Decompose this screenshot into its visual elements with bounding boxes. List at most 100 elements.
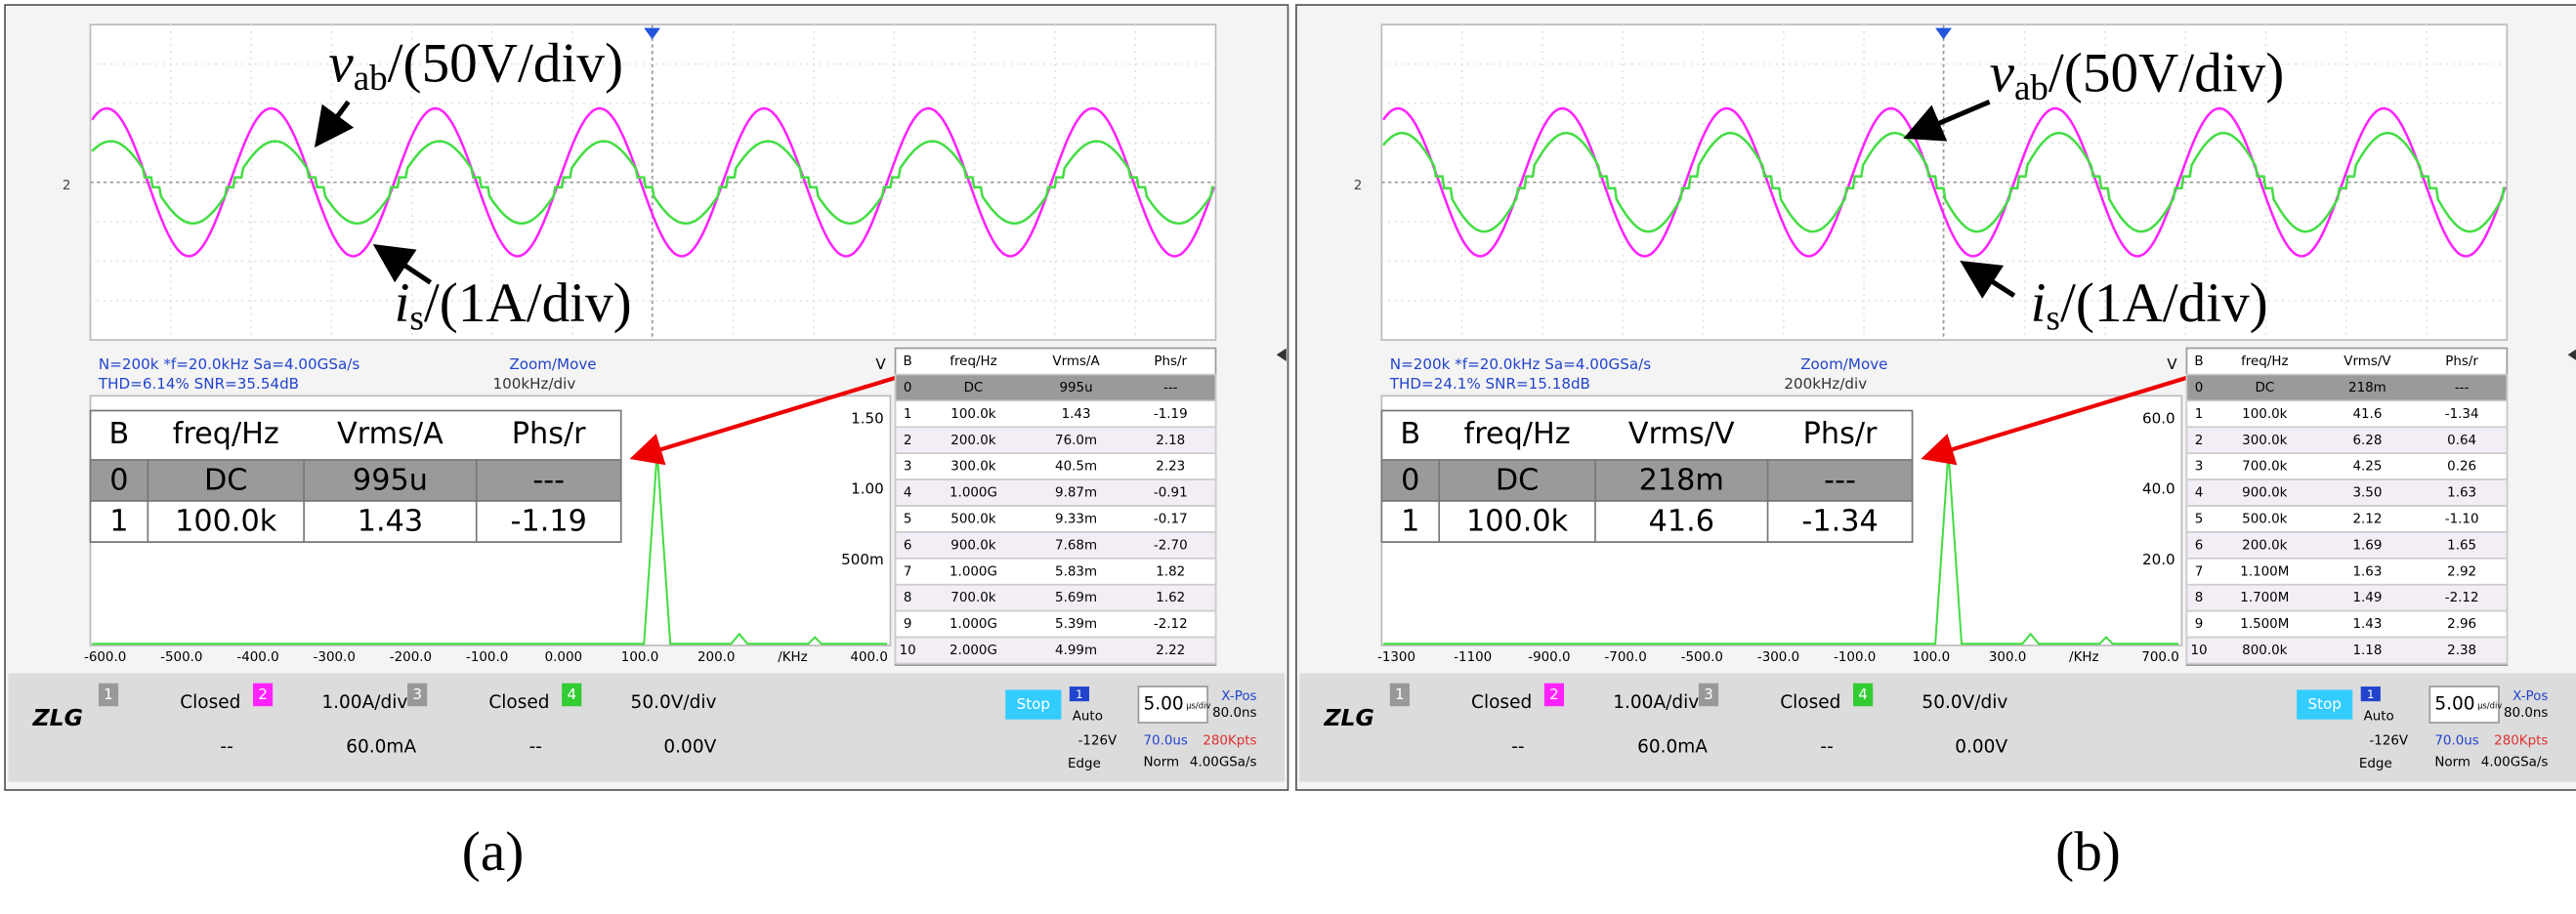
run-state: Stop bbox=[2307, 695, 2341, 713]
run-state: Stop bbox=[1017, 695, 1050, 713]
side-cell: 0.26 bbox=[2447, 460, 2476, 475]
sample-rate: 4.00GSa/s bbox=[2481, 755, 2549, 769]
logo: ZLG bbox=[32, 704, 83, 731]
fft-x-label: -200.0 bbox=[390, 650, 432, 665]
zoom-label: Zoom/Move bbox=[1800, 355, 1887, 373]
side-cell: 7 bbox=[2195, 564, 2204, 579]
side-cell: 1.000G bbox=[950, 617, 997, 632]
timebase: 5.00 bbox=[1144, 694, 1184, 715]
channel-offset: 0.00V bbox=[663, 736, 716, 757]
side-row bbox=[2185, 452, 2509, 480]
xpos-label: X-Pos bbox=[2513, 689, 2548, 704]
zoom-header: Phs/r bbox=[512, 417, 586, 451]
fft-x-label: -100.0 bbox=[1834, 650, 1876, 665]
side-cell: 4 bbox=[904, 486, 912, 501]
side-row bbox=[2185, 609, 2509, 639]
sample-rate: 4.00GSa/s bbox=[1190, 755, 1257, 769]
side-cell: 1 bbox=[2195, 407, 2204, 422]
annotation-symbol: i bbox=[2031, 272, 2047, 334]
side-cell: 4.99m bbox=[1055, 644, 1097, 658]
info-text: N=200k *f=20.0kHz Sa=4.00GSa/s bbox=[1390, 355, 1651, 373]
side-cell: 200.0k bbox=[2242, 538, 2287, 553]
channel-badge bbox=[1389, 683, 1410, 707]
annotation: vab/(50V/div) bbox=[328, 33, 623, 100]
timebase-box bbox=[1137, 686, 1208, 724]
annotation-arrow bbox=[314, 100, 355, 148]
xpos: 80.0ns bbox=[2504, 706, 2548, 721]
side-cell: 300.0k bbox=[2242, 434, 2287, 448]
zoom-cell: 0 bbox=[109, 463, 128, 497]
channel-offset: 60.0mA bbox=[346, 736, 416, 757]
annotation: is/(1A/div) bbox=[395, 272, 632, 339]
side-cell: 2 bbox=[904, 434, 912, 448]
side-header: Vrms/A bbox=[1052, 354, 1100, 369]
side-row bbox=[894, 452, 1217, 480]
channel-badge bbox=[1698, 683, 1719, 707]
annotation: vab/(50V/div) bbox=[1990, 43, 2285, 109]
side-cell: 2.18 bbox=[1156, 434, 1185, 448]
side-cell: 8 bbox=[2195, 591, 2204, 605]
zoom-cell: DC bbox=[1496, 463, 1539, 497]
annotation-symbol: i bbox=[395, 272, 410, 334]
side-cell: -1.10 bbox=[2445, 512, 2479, 526]
side-cell: 8 bbox=[904, 591, 912, 605]
current-trace bbox=[1382, 131, 2506, 233]
side-cell: 0 bbox=[2195, 381, 2204, 395]
trace-marker: 2 bbox=[1354, 179, 1363, 193]
acquire: Norm bbox=[2434, 755, 2470, 769]
zoom-row bbox=[1380, 459, 1914, 502]
side-cell: 100.0k bbox=[2242, 407, 2287, 422]
side-cell: 995u bbox=[1059, 381, 1092, 395]
channel-number: 1 bbox=[104, 686, 113, 703]
side-row bbox=[894, 636, 1217, 665]
channel-offset: -- bbox=[1820, 736, 1833, 757]
callout-arrow bbox=[629, 375, 897, 466]
side-row bbox=[894, 505, 1217, 533]
channel-offset: -- bbox=[529, 736, 542, 757]
side-cell: 2.92 bbox=[2447, 564, 2476, 579]
side-cell: -0.17 bbox=[1154, 512, 1188, 526]
side-cell: 300.0k bbox=[950, 460, 995, 475]
side-cell: 3.50 bbox=[2352, 486, 2382, 501]
side-cell: 900.0k bbox=[950, 538, 995, 553]
fft-x-label: /KHz bbox=[2069, 650, 2098, 665]
side-cell: --- bbox=[2455, 381, 2470, 395]
side-cell: 5.39m bbox=[1055, 617, 1097, 632]
trigger-marker bbox=[644, 27, 661, 40]
voltage-trace bbox=[1382, 106, 2507, 258]
fft-x-label: -500.0 bbox=[1681, 650, 1723, 665]
side-cell: 3 bbox=[2195, 460, 2204, 475]
side-cell: 6.28 bbox=[2352, 434, 2382, 448]
timebase-unit: μs/div bbox=[2477, 701, 2502, 711]
channel-scale: 50.0V/div bbox=[631, 692, 717, 713]
fft-x-label: -600.0 bbox=[84, 650, 126, 665]
fft-x-label: -300.0 bbox=[314, 650, 356, 665]
fft-x-label: -900.0 bbox=[1528, 650, 1570, 665]
channel-scale: Closed bbox=[180, 692, 240, 713]
zoom-cell: 0 bbox=[1401, 463, 1419, 497]
side-row bbox=[2185, 636, 2509, 665]
side-row bbox=[894, 478, 1217, 507]
side-cell: 100.0k bbox=[950, 407, 995, 422]
side-cell: 700.0k bbox=[2242, 460, 2287, 475]
panel-label: (a) bbox=[462, 821, 524, 883]
timebase: 5.00 bbox=[2434, 694, 2474, 715]
fft-x-label: 100.0 bbox=[1913, 650, 1950, 665]
zoom-row bbox=[1380, 500, 1914, 543]
trigger-type: Edge bbox=[1068, 757, 1101, 771]
source-badge bbox=[2360, 686, 2381, 702]
side-cell: 2.12 bbox=[2352, 512, 2382, 526]
channel-scale: 1.00A/div bbox=[1613, 692, 1699, 713]
side-cell: 1.43 bbox=[2352, 617, 2382, 632]
zoom-cell: --- bbox=[1824, 463, 1856, 497]
stop-button bbox=[1005, 689, 1062, 720]
side-header: freq/Hz bbox=[2241, 354, 2288, 369]
side-header: Phs/r bbox=[2445, 354, 2478, 369]
side-cell: 3 bbox=[904, 460, 912, 475]
fft-unit: V bbox=[875, 355, 886, 373]
channel-number: 1 bbox=[1395, 686, 1405, 703]
channel-offset: -- bbox=[220, 736, 232, 757]
annotation-subscript: s bbox=[410, 299, 424, 339]
annotation-symbol: v bbox=[1990, 43, 2015, 104]
acquire: Norm bbox=[1144, 755, 1180, 769]
